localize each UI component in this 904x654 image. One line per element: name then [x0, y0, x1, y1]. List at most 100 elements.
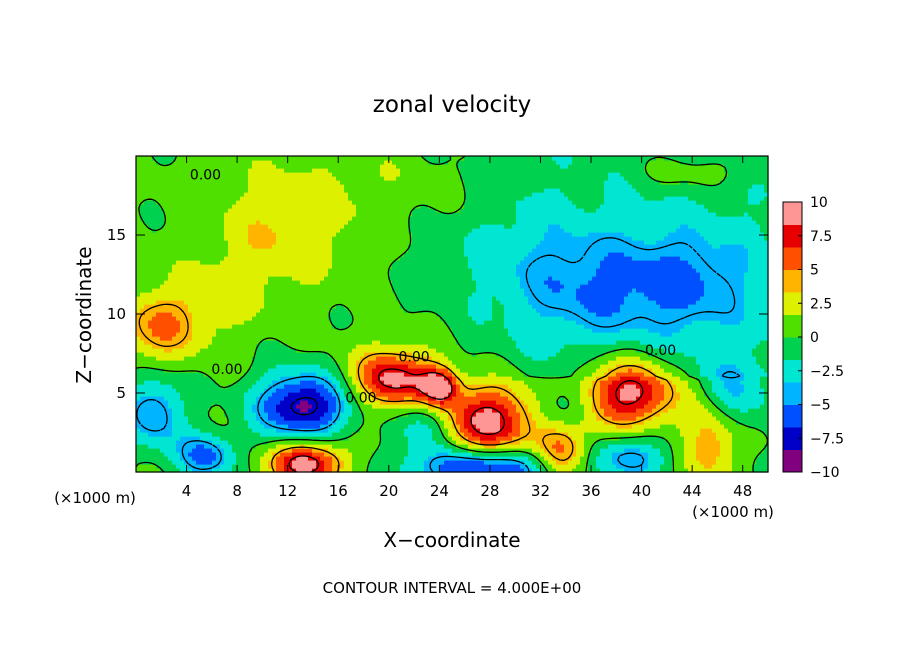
- field-cell: [676, 400, 681, 405]
- field-cell: [704, 448, 709, 453]
- field-cell: [684, 396, 689, 401]
- field-cell: [412, 396, 417, 401]
- field-cell: [592, 396, 597, 401]
- field-cell: [608, 364, 613, 369]
- field-cell: [372, 424, 377, 429]
- field-cell: [720, 364, 725, 369]
- field-cell: [280, 464, 285, 469]
- field-cell: [576, 376, 581, 381]
- field-cell: [464, 368, 469, 373]
- field-cell: [408, 424, 413, 429]
- field-cell: [712, 392, 717, 397]
- field-cell: [692, 436, 697, 441]
- field-cell: [280, 364, 285, 369]
- field-cell: [744, 352, 749, 357]
- field-cell: [204, 380, 209, 385]
- field-cell: [420, 368, 425, 373]
- field-cell: [688, 416, 693, 421]
- field-cell: [736, 416, 741, 421]
- field-cell: [312, 356, 317, 361]
- field-cell: [504, 416, 509, 421]
- field-cell: [564, 464, 569, 469]
- field-cell: [272, 372, 277, 377]
- field-cell: [460, 428, 465, 433]
- field-cell: [400, 428, 405, 433]
- field-cell: [556, 384, 561, 389]
- field-cell: [540, 352, 545, 357]
- field-cell: [548, 416, 553, 421]
- field-cell: [512, 372, 517, 377]
- field-cell: [192, 440, 197, 445]
- field-cell: [304, 376, 309, 381]
- field-cell: [380, 428, 385, 433]
- field-cell: [412, 392, 417, 397]
- field-cell: [172, 344, 177, 349]
- field-cell: [512, 420, 517, 425]
- field-cell: [572, 376, 577, 381]
- field-cell: [524, 392, 529, 397]
- field-cell: [512, 416, 517, 421]
- field-cell: [144, 356, 149, 361]
- field-cell: [340, 436, 345, 441]
- field-cell: [244, 404, 249, 409]
- field-cell: [552, 408, 557, 413]
- field-cell: [572, 440, 577, 445]
- field-cell: [720, 448, 725, 453]
- field-cell: [268, 468, 273, 473]
- field-cell: [356, 424, 361, 429]
- field-cell: [728, 384, 733, 389]
- field-cell: [424, 396, 429, 401]
- field-cell: [156, 380, 161, 385]
- field-cell: [508, 456, 513, 461]
- field-cell: [328, 448, 333, 453]
- field-cell: [348, 364, 353, 369]
- field-cell: [476, 452, 481, 457]
- field-cell: [160, 448, 165, 453]
- field-cell: [548, 356, 553, 361]
- field-cell: [172, 420, 177, 425]
- field-cell: [300, 368, 305, 373]
- field-cell: [640, 380, 645, 385]
- field-cell: [432, 364, 437, 369]
- field-cell: [256, 468, 261, 473]
- field-cell: [356, 444, 361, 449]
- field-cell: [532, 400, 537, 405]
- field-cell: [572, 460, 577, 465]
- field-cell: [652, 424, 657, 429]
- field-cell: [396, 420, 401, 425]
- field-cell: [340, 388, 345, 393]
- field-cell: [284, 464, 289, 469]
- field-cell: [156, 396, 161, 401]
- field-cell: [460, 424, 465, 429]
- field-cell: [216, 420, 221, 425]
- field-cell: [336, 444, 341, 449]
- field-cell: [636, 372, 641, 377]
- field-cell: [696, 372, 701, 377]
- field-cell: [656, 352, 661, 357]
- field-cell: [652, 348, 657, 353]
- field-cell: [268, 452, 273, 457]
- field-cell: [140, 352, 145, 357]
- field-cell: [172, 372, 177, 377]
- field-cell: [216, 460, 221, 465]
- field-cell: [312, 364, 317, 369]
- field-cell: [188, 392, 193, 397]
- field-cell: [224, 440, 229, 445]
- field-cell: [468, 348, 473, 353]
- field-cell: [140, 368, 145, 373]
- field-cell: [680, 412, 685, 417]
- field-cell: [348, 436, 353, 441]
- field-cell: [388, 384, 393, 389]
- field-cell: [300, 416, 305, 421]
- field-cell: [208, 460, 213, 465]
- field-cell: [204, 444, 209, 449]
- field-cell: [348, 344, 353, 349]
- field-cell: [256, 388, 261, 393]
- field-cell: [496, 408, 501, 413]
- field-cell: [372, 360, 377, 365]
- field-cell: [588, 396, 593, 401]
- field-cell: [268, 432, 273, 437]
- field-cell: [288, 408, 293, 413]
- field-cell: [232, 440, 237, 445]
- field-cell: [400, 348, 405, 353]
